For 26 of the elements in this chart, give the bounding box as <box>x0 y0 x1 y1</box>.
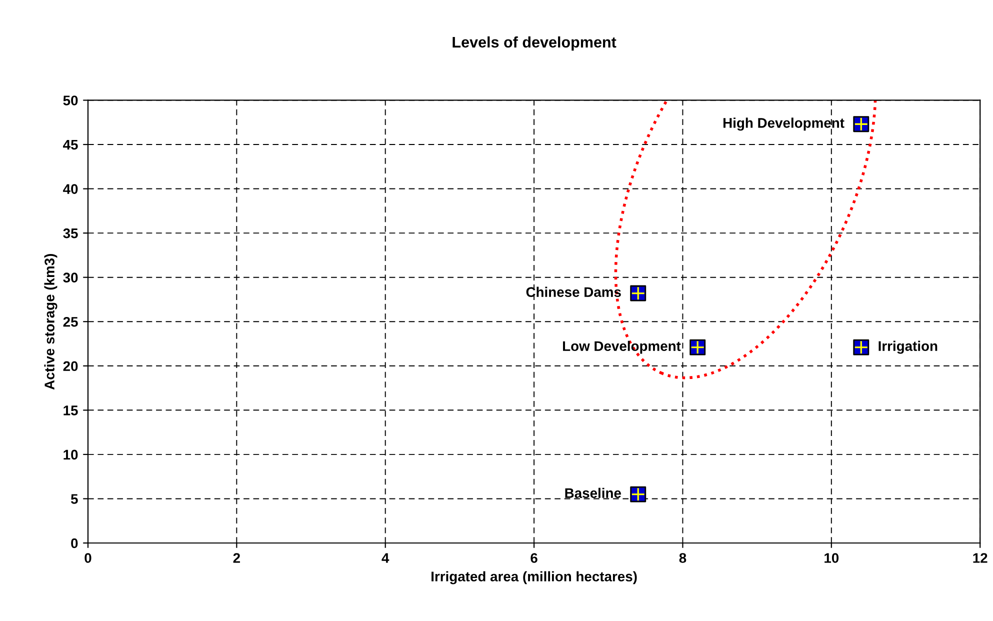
y-tick-label: 50 <box>63 96 78 106</box>
x-tick-label: 4 <box>382 553 390 563</box>
y-tick-label: 20 <box>63 361 78 372</box>
chart-title: Levels of development <box>452 36 616 51</box>
y-axis-title: Active storage (km3) <box>44 254 58 390</box>
annotation: High Development <box>723 118 844 131</box>
y-tick-label: 30 <box>63 272 78 283</box>
y-tick-label: 15 <box>64 406 78 416</box>
y-tick-label: 40 <box>63 184 78 194</box>
y-tick-label: 25 <box>63 316 78 327</box>
x-axis-title: Irrigated area (million hectares) <box>432 571 637 584</box>
annotation: Baseline <box>565 488 621 498</box>
x-tick-label: 8 <box>679 553 686 563</box>
x-tick-label: 0 <box>84 553 92 563</box>
annotation: Low Development <box>563 340 681 354</box>
x-tick-label: 2 <box>233 553 240 563</box>
annotation: Chinese Dams <box>526 286 621 298</box>
y-tick-label: 10 <box>64 450 78 460</box>
y-tick-label: 35 <box>63 228 78 238</box>
x-tick-label: 12 <box>973 553 988 563</box>
y-tick-label: 0 <box>71 538 78 548</box>
x-tick-label: 10 <box>824 553 839 563</box>
x-tick-label: 6 <box>530 553 538 563</box>
y-tick-label: 45 <box>63 140 78 150</box>
y-tick-label: 5 <box>70 494 78 504</box>
annotation: Irrigation <box>878 340 938 354</box>
